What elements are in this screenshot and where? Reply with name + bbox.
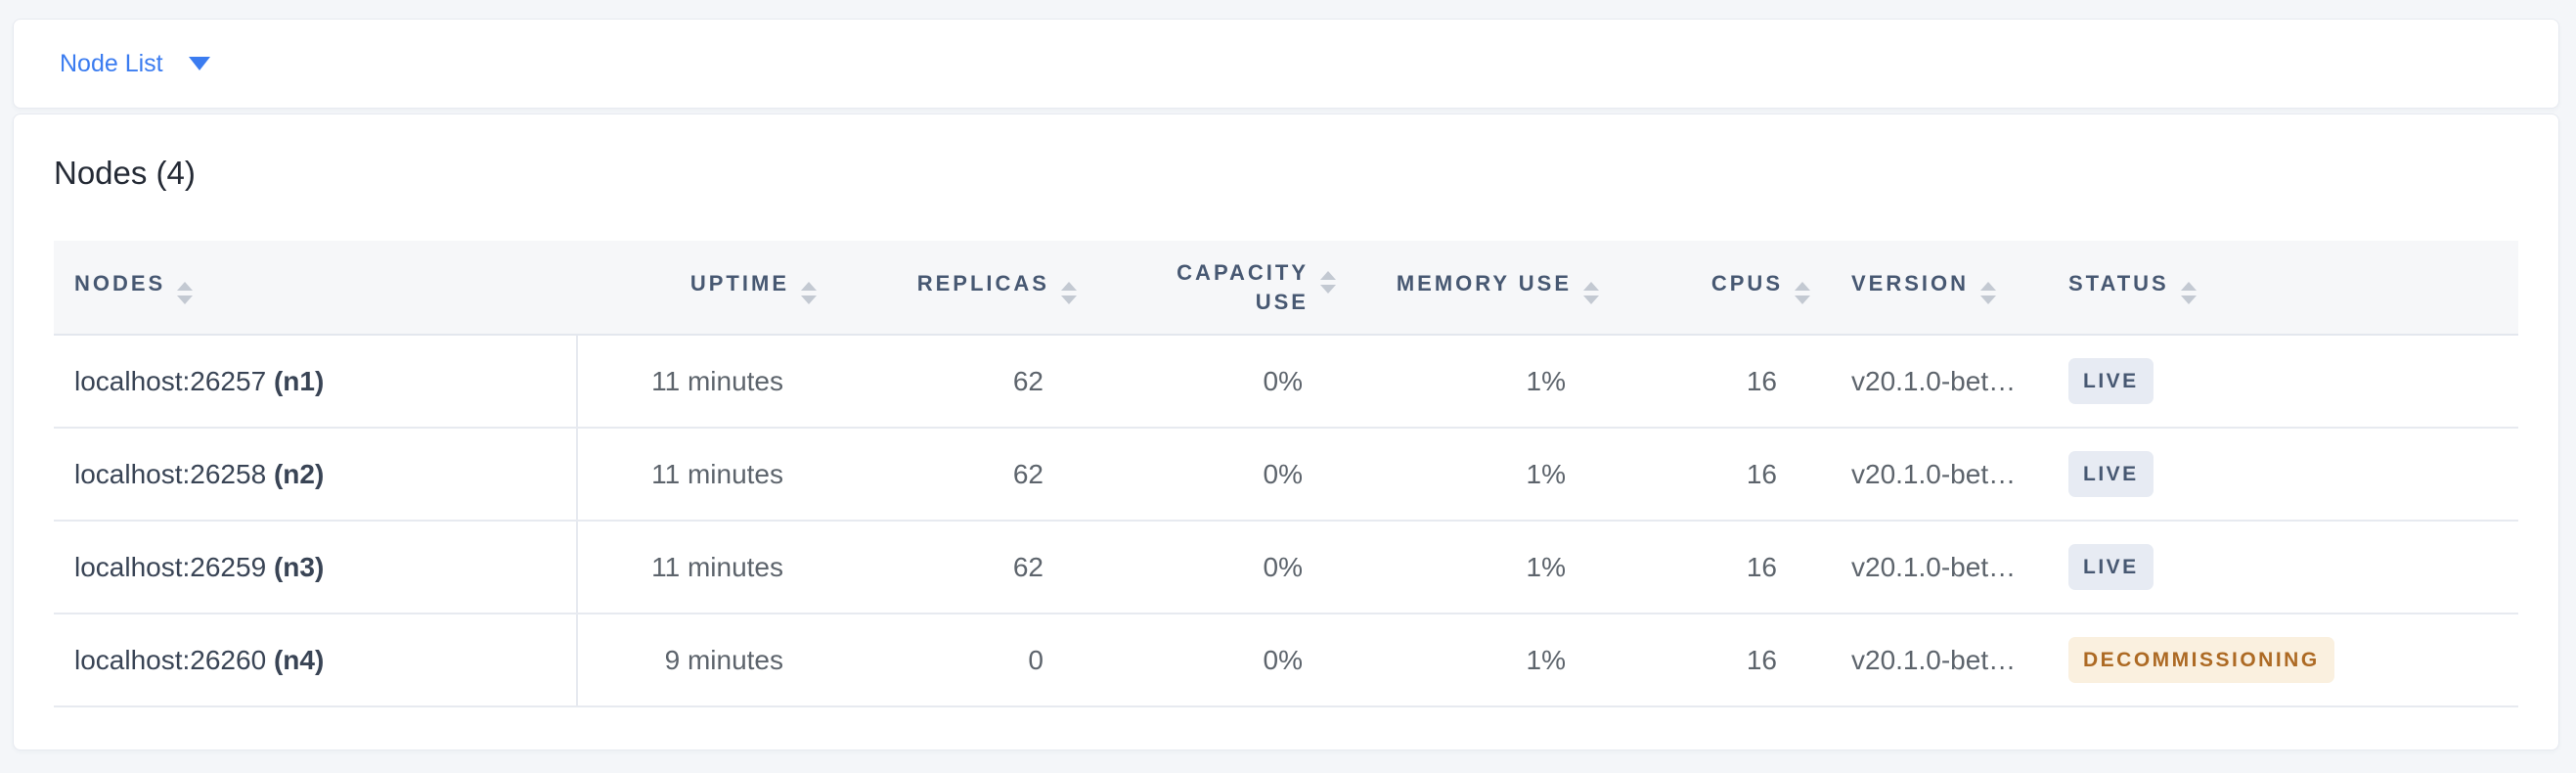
status-badge: DECOMMISSIONING: [2068, 637, 2334, 683]
node-row-n4[interactable]: localhost:26260 (n4) 9 minutes 0 0% 1% 1…: [54, 614, 2518, 707]
node-address: localhost:26260: [74, 644, 267, 675]
memory-use-cell: 1%: [1348, 521, 1611, 614]
uptime-cell: 11 minutes: [577, 521, 828, 614]
cpus-cell: 16: [1611, 521, 1822, 614]
memory-use-cell: 1%: [1348, 614, 1611, 707]
node-id: (n2): [273, 458, 325, 489]
page: Node List Nodes (4) NODES: [13, 19, 2559, 750]
view-selector-card: Node List: [13, 19, 2559, 109]
capacity-use-cell: 0%: [1088, 335, 1348, 429]
column-label: CPUS: [1710, 270, 1783, 296]
capacity-use-cell: 0%: [1088, 521, 1348, 614]
status-badge: LIVE: [2068, 544, 2154, 590]
replicas-cell: 62: [828, 521, 1088, 614]
column-label: VERSION: [1851, 270, 1970, 296]
node-address-cell: localhost:26258 (n2): [54, 428, 578, 522]
node-list-dropdown[interactable]: Node List: [60, 49, 210, 77]
caret-down-icon: [188, 57, 210, 70]
version-cell: v20.1.0-bet…: [1822, 614, 2057, 707]
node-id: (n1): [273, 365, 325, 396]
node-row-n1[interactable]: localhost:26257 (n1) 11 minutes 62 0% 1%…: [54, 335, 2518, 429]
page-title: Nodes (4): [54, 155, 196, 191]
column-header-capacity-use[interactable]: CAPACITY USE: [1088, 241, 1348, 336]
version-cell: v20.1.0-bet…: [1822, 521, 2057, 614]
node-address-cell: localhost:26259 (n3): [54, 521, 578, 614]
capacity-use-cell: 0%: [1088, 614, 1348, 707]
column-label: MEMORY USE: [1396, 270, 1572, 296]
version-cell: v20.1.0-bet…: [1822, 428, 2057, 522]
uptime-cell: 9 minutes: [577, 614, 828, 707]
column-header-status[interactable]: STATUS: [2057, 241, 2518, 336]
node-address-cell: localhost:26257 (n1): [54, 335, 578, 429]
version-cell: v20.1.0-bet…: [1822, 335, 2057, 429]
sort-arrows-icon: [1061, 281, 1077, 304]
sort-arrows-icon: [1583, 281, 1599, 304]
node-address: localhost:26259: [74, 551, 267, 582]
sort-arrows-icon: [1320, 270, 1336, 294]
cpus-cell: 16: [1611, 614, 1822, 707]
nodes-card: Nodes (4) NODES UPTIME: [13, 114, 2559, 750]
uptime-cell: 11 minutes: [577, 428, 828, 522]
node-row-n2[interactable]: localhost:26258 (n2) 11 minutes 62 0% 1%…: [54, 428, 2518, 522]
status-cell: DECOMMISSIONING: [2057, 614, 2518, 707]
node-address: localhost:26257: [74, 365, 267, 396]
node-address: localhost:26258: [74, 458, 267, 489]
replicas-cell: 62: [828, 335, 1088, 429]
column-header-version[interactable]: VERSION: [1822, 241, 2057, 336]
table-header-row: NODES UPTIME REPLICAS: [54, 241, 2518, 336]
column-label: STATUS: [2068, 270, 2169, 296]
status-cell: LIVE: [2057, 521, 2518, 614]
status-cell: LIVE: [2057, 428, 2518, 522]
column-label: NODES: [74, 270, 166, 296]
uptime-cell: 11 minutes: [577, 335, 828, 429]
node-address-cell: localhost:26260 (n4): [54, 614, 578, 707]
sort-arrows-icon: [1980, 281, 1997, 304]
memory-use-cell: 1%: [1348, 428, 1611, 522]
column-header-cpus[interactable]: CPUS: [1611, 241, 1822, 336]
replicas-cell: 0: [828, 614, 1088, 707]
column-label: CAPACITY USE: [1177, 259, 1309, 314]
node-list-dropdown-label: Node List: [60, 49, 163, 77]
sort-arrows-icon: [177, 281, 194, 304]
replicas-cell: 62: [828, 428, 1088, 522]
column-label: REPLICAS: [916, 270, 1049, 296]
column-header-memory-use[interactable]: MEMORY USE: [1348, 241, 1611, 336]
column-header-uptime[interactable]: UPTIME: [577, 241, 828, 336]
nodes-table: NODES UPTIME REPLICAS: [54, 241, 2518, 707]
node-row-n3[interactable]: localhost:26259 (n3) 11 minutes 62 0% 1%…: [54, 521, 2518, 614]
memory-use-cell: 1%: [1348, 335, 1611, 429]
capacity-use-cell: 0%: [1088, 428, 1348, 522]
status-cell: LIVE: [2057, 335, 2518, 429]
sort-arrows-icon: [2180, 281, 2197, 304]
node-id: (n3): [273, 551, 325, 582]
status-badge: LIVE: [2068, 451, 2154, 497]
sort-arrows-icon: [1795, 281, 1810, 304]
cpus-cell: 16: [1611, 428, 1822, 522]
column-header-nodes[interactable]: NODES: [54, 241, 577, 336]
column-header-replicas[interactable]: REPLICAS: [828, 241, 1088, 336]
column-label: UPTIME: [689, 270, 789, 296]
status-badge: LIVE: [2068, 358, 2154, 404]
sort-arrows-icon: [801, 281, 817, 304]
cpus-cell: 16: [1611, 335, 1822, 429]
node-id: (n4): [273, 644, 325, 675]
